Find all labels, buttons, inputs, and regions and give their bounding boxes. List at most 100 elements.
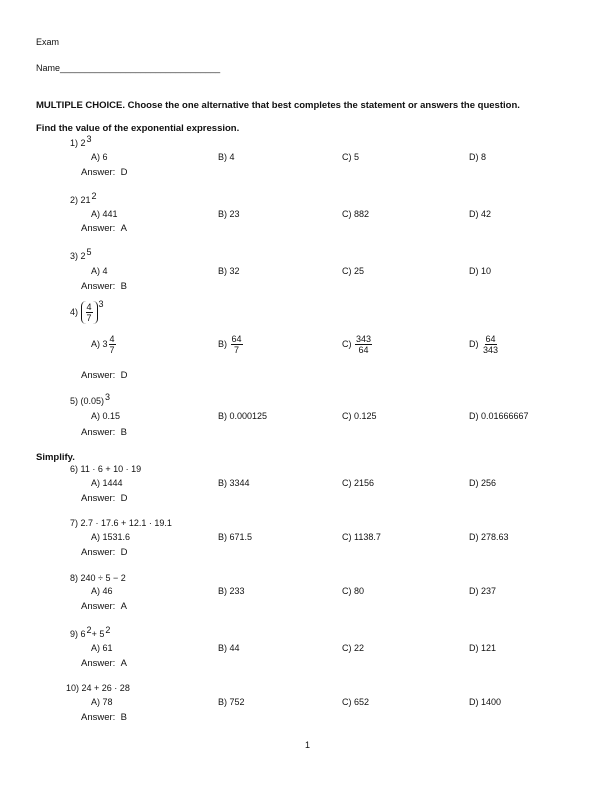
- answer-value: D: [120, 167, 128, 178]
- option-value: 4: [229, 152, 235, 162]
- numerator: 4: [85, 302, 93, 313]
- option-value: 6: [102, 152, 108, 162]
- answer-line: Answer: D: [81, 547, 127, 558]
- denominator: 64: [358, 345, 369, 355]
- exponent: 3: [105, 392, 111, 402]
- option-value: 78: [102, 697, 113, 707]
- option-value: 1138.7: [354, 532, 381, 542]
- option-value: 0.15: [102, 411, 121, 421]
- option-label: D): [469, 411, 479, 421]
- answer-option: A) 78: [91, 697, 113, 708]
- question-prompt: 5) (0.05) 3: [70, 392, 110, 407]
- answer-line: Answer: B: [81, 281, 127, 292]
- answer-label: Answer:: [81, 658, 116, 669]
- answer-option: B) 0.000125: [218, 411, 267, 422]
- option-value: 8: [481, 152, 487, 162]
- option-label: D): [469, 478, 479, 488]
- page-number: 1: [305, 740, 311, 750]
- answer-option: D) 278.63: [469, 532, 509, 543]
- option-value: 25: [354, 266, 365, 276]
- option-value: 1444: [102, 478, 123, 488]
- answer-option: B) 3344: [218, 478, 250, 489]
- numerator: 64: [484, 334, 497, 345]
- exponent: 2: [91, 191, 97, 201]
- option-value: 441: [102, 209, 118, 219]
- answer-value: B: [120, 427, 127, 438]
- option-label: D): [469, 643, 479, 653]
- option-label: D): [469, 586, 479, 596]
- question-number: 8): [70, 573, 79, 583]
- option-label: D): [469, 339, 479, 349]
- question-number: 7): [70, 518, 79, 528]
- option-label: B): [218, 532, 227, 542]
- exponent: 3: [98, 299, 104, 309]
- option-value: 46: [102, 586, 113, 596]
- question-number: 4): [70, 307, 79, 317]
- answer-line: Answer: D: [81, 370, 127, 381]
- option-label: C): [342, 478, 352, 488]
- answer-option: B) 44: [218, 643, 240, 654]
- option-value: 44: [229, 643, 240, 653]
- answer-option: D) 256: [469, 478, 496, 489]
- question-number: 6): [70, 464, 79, 474]
- question-prompt: 8) 240 ÷ 5 − 2: [70, 573, 126, 584]
- answer-option: A) 61: [91, 643, 113, 654]
- option-label: A): [91, 152, 100, 162]
- question-number: 3): [70, 251, 79, 261]
- option-label: B): [218, 339, 227, 349]
- answer-value: B: [120, 281, 127, 292]
- answer-option: C) 5: [342, 152, 359, 163]
- answer-option: B) 671.5: [218, 532, 252, 543]
- question-prompt: 10) 24 + 26 · 28: [66, 683, 130, 694]
- question-prompt: 6) 11 · 6 + 10 · 19: [70, 464, 141, 475]
- answer-line: Answer: D: [81, 167, 127, 178]
- option-value: 2156: [354, 478, 375, 488]
- option-label: B): [218, 152, 227, 162]
- option-value: 22: [354, 643, 365, 653]
- answer-value: A: [120, 658, 127, 669]
- answer-option: B) 4: [218, 152, 235, 163]
- answer-option: A) 1444: [91, 478, 123, 489]
- answer-option: A) 441: [91, 209, 118, 220]
- expression-text: + 5: [91, 629, 105, 639]
- answer-option: A) 0.15: [91, 411, 120, 422]
- answer-label: Answer:: [81, 281, 116, 292]
- answer-label: Answer:: [81, 370, 116, 381]
- option-label: D): [469, 697, 479, 707]
- option-label: A): [91, 586, 100, 596]
- option-value: 80: [354, 586, 365, 596]
- answer-option: A) 6: [91, 152, 108, 163]
- option-value: 0.01666667: [481, 411, 529, 421]
- answer-label: Answer:: [81, 223, 116, 234]
- answer-value: B: [120, 712, 127, 723]
- answer-label: Answer:: [81, 547, 116, 558]
- denominator: 7: [86, 313, 92, 323]
- option-label: B): [218, 209, 227, 219]
- expression-text: 6: [80, 629, 86, 639]
- denominator: 343: [483, 345, 499, 355]
- expression-text: 2: [80, 138, 86, 148]
- answer-option: C) 2156: [342, 478, 374, 489]
- answer-line: Answer: A: [81, 223, 127, 234]
- option-label: A): [91, 697, 100, 707]
- option-value: 121: [481, 643, 497, 653]
- option-whole: 3: [102, 339, 108, 349]
- option-label: A): [91, 643, 100, 653]
- option-value: 4: [102, 266, 108, 276]
- option-label: C): [342, 152, 352, 162]
- option-value: 237: [481, 586, 497, 596]
- option-label: C): [342, 586, 352, 596]
- answer-option: D) 121: [469, 643, 496, 654]
- answer-option: C) 22: [342, 643, 364, 654]
- fraction: 64 7: [230, 334, 243, 355]
- answer-option: B) 233: [218, 586, 245, 597]
- option-label: C): [342, 209, 352, 219]
- option-label: B): [218, 697, 227, 707]
- answer-option: D) 1400: [469, 697, 501, 708]
- exponent: 5: [86, 247, 92, 257]
- option-value: 233: [229, 586, 245, 596]
- answer-option: D) 64 343: [469, 334, 500, 355]
